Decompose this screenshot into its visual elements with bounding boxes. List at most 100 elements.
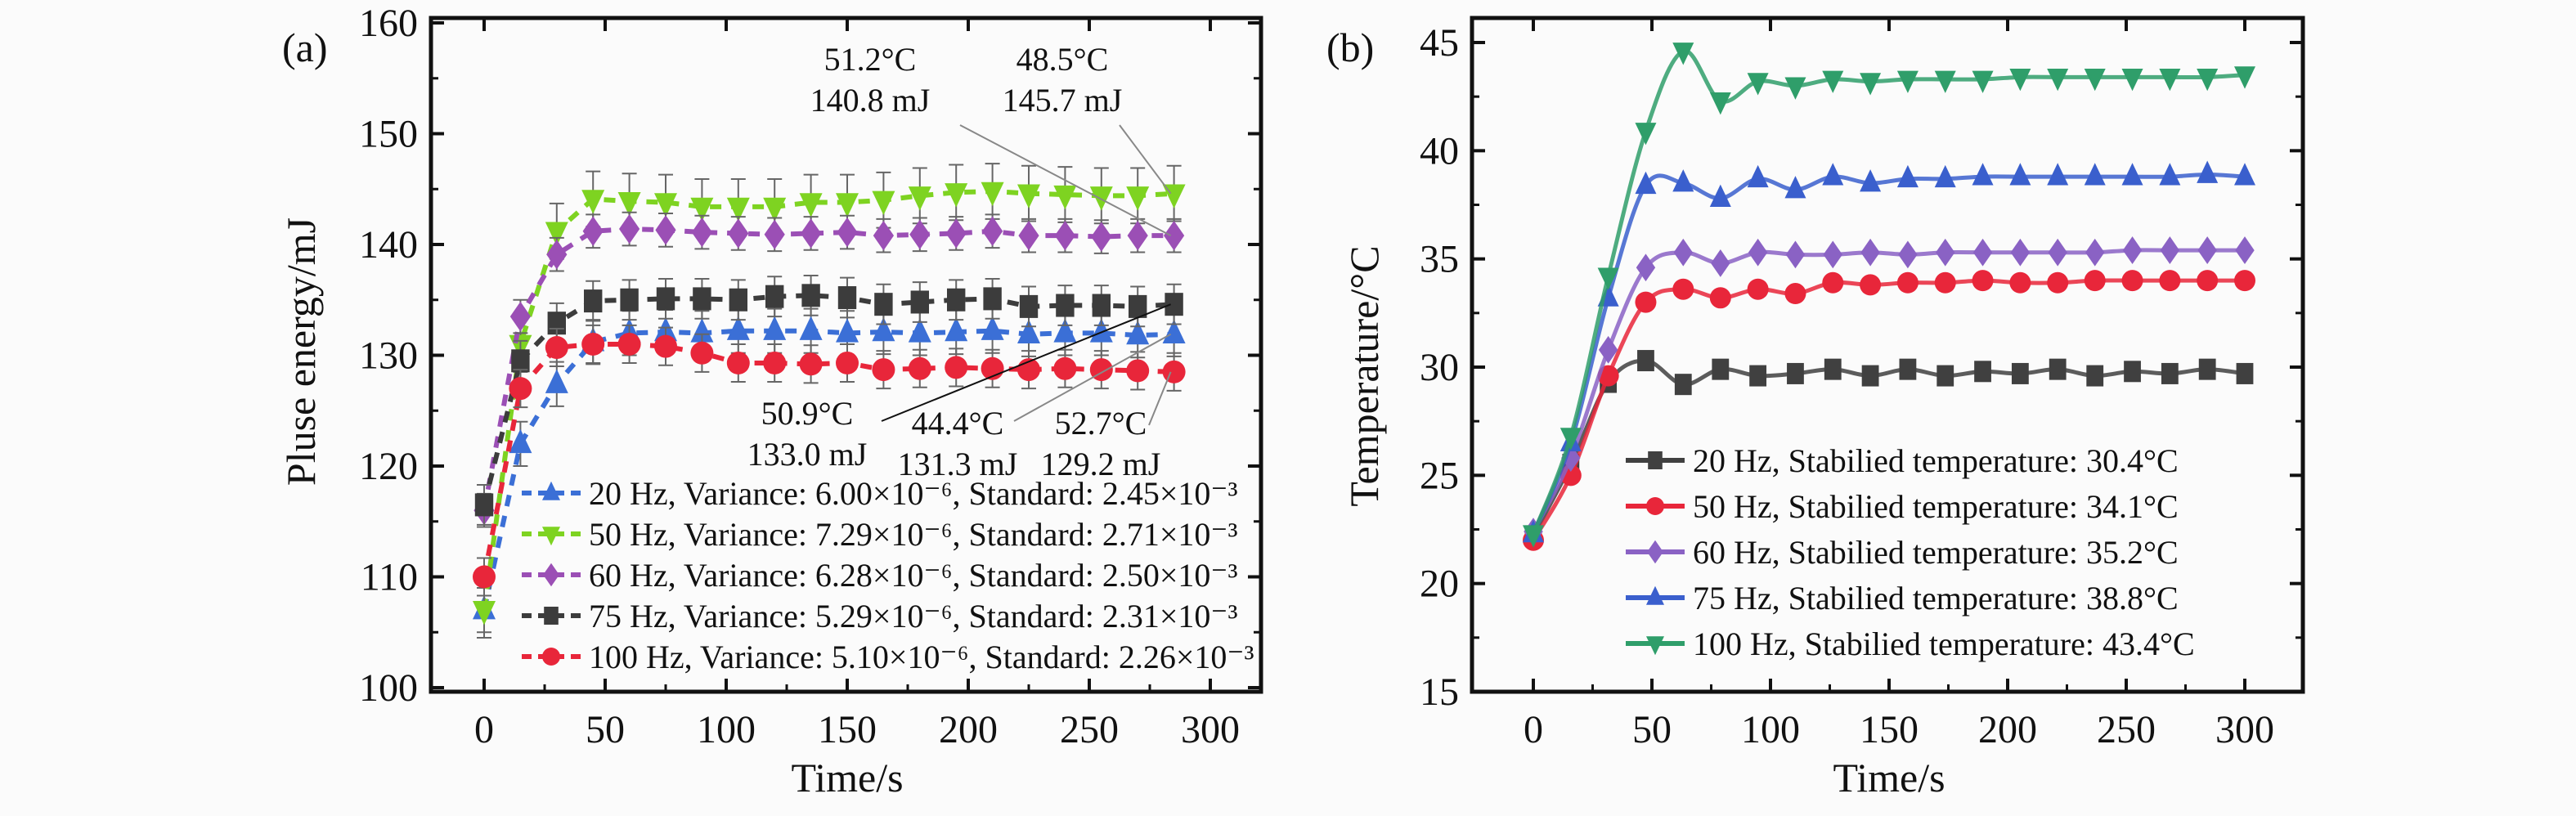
- annotation-energy: 133.0 mJ: [747, 436, 868, 473]
- data-point: [2197, 68, 2219, 92]
- y-tick-label: 35: [1420, 238, 1459, 281]
- y-tick-label: 130: [359, 334, 418, 378]
- data-point: [1711, 249, 1730, 277]
- data-point: [1787, 362, 1804, 384]
- data-point: [2159, 68, 2181, 92]
- data-point: [2009, 163, 2031, 186]
- annotation-temperature: 48.5°C: [1016, 41, 1109, 78]
- data-point: [726, 316, 750, 340]
- annotation: 51.2°C 140.8 mJ: [810, 41, 1172, 237]
- data-point: [1126, 320, 1150, 345]
- legend-item: 20 Hz, Variance: 6.00×10⁻⁶, Standard: 2.…: [522, 475, 1238, 512]
- data-point: [2161, 362, 2179, 384]
- data-point: [1747, 73, 1769, 96]
- annotation: 52.7°C 129.2 mJ: [1041, 371, 1172, 482]
- data-point: [1899, 358, 1917, 380]
- x-tick-label: 100: [1741, 708, 1800, 751]
- data-point: [1898, 240, 1918, 269]
- data-point: [801, 218, 822, 249]
- data-point: [690, 318, 714, 343]
- data-point: [872, 358, 895, 382]
- data-point: [1164, 220, 1185, 251]
- data-point: [729, 288, 747, 312]
- data-point: [1972, 270, 1994, 292]
- data-point: [1822, 271, 1844, 294]
- data-point: [619, 213, 640, 244]
- data-point: [1560, 428, 1582, 451]
- legend-item: 100 Hz, Variance: 5.10×10⁻⁶, Standard: 2…: [522, 639, 1254, 675]
- series-3: [1523, 160, 2255, 543]
- data-point: [2084, 270, 2106, 292]
- data-point: [2047, 271, 2069, 294]
- annotation-leader-line: [1013, 333, 1172, 422]
- data-point: [982, 216, 1003, 246]
- annotation-leader-line: [1148, 371, 1172, 426]
- data-point: [764, 219, 785, 250]
- data-point: [945, 356, 968, 379]
- legend-item: 60 Hz, Stabilied temperature: 35.2°C: [1626, 534, 2179, 571]
- data-point: [1749, 365, 1767, 387]
- data-point: [908, 186, 931, 211]
- data-point: [1126, 186, 1150, 211]
- legend-marker: [1646, 497, 1664, 515]
- legend-label: 75 Hz, Stabilied temperature: 38.8°C: [1693, 580, 2179, 616]
- legend-label: 60 Hz, Stabilied temperature: 35.2°C: [1693, 534, 2179, 571]
- data-point: [2124, 361, 2141, 383]
- data-point: [765, 285, 784, 308]
- x-tick-label: 200: [1978, 708, 2037, 751]
- data-point: [1672, 169, 1694, 192]
- annotation-temperature: 44.4°C: [912, 405, 1004, 442]
- data-point: [1972, 70, 1994, 93]
- data-point: [1126, 359, 1150, 383]
- data-point: [1822, 70, 1844, 93]
- legend-item: 75 Hz, Stabilied temperature: 38.8°C: [1626, 580, 2179, 616]
- data-point: [763, 197, 787, 222]
- y-tick-label: 140: [359, 223, 418, 267]
- data-point: [1089, 318, 1113, 343]
- data-point: [981, 182, 1004, 207]
- data-point: [1672, 43, 1694, 65]
- data-point: [1597, 365, 1619, 387]
- y-tick-label: 160: [359, 2, 418, 45]
- data-point: [2234, 66, 2255, 89]
- data-point: [2086, 365, 2104, 387]
- data-point: [1635, 123, 1657, 146]
- data-point: [1635, 291, 1657, 313]
- data-point: [655, 215, 676, 245]
- series-1: [1523, 270, 2255, 551]
- data-point: [2198, 358, 2216, 380]
- data-point: [1637, 350, 1654, 372]
- y-axis-label-b: Temperature/°C: [1341, 245, 1387, 506]
- series-3: [474, 274, 1183, 526]
- legend-label: 50 Hz, Stabilied temperature: 34.1°C: [1693, 488, 2179, 525]
- annotation-leader-line: [959, 124, 1172, 237]
- chart-panel-a: (a) Pluse energy/mJ Time/s 0 50 100 150 200 2…: [278, 2, 1263, 800]
- data-point: [2159, 163, 2181, 186]
- x-tick-label: 300: [1181, 708, 1240, 751]
- data-point: [474, 493, 494, 517]
- x-tick-label: 200: [939, 708, 998, 751]
- data-point: [1936, 238, 1955, 267]
- data-point: [654, 334, 677, 358]
- data-point: [2010, 238, 2031, 267]
- data-point: [2197, 160, 2219, 183]
- data-point: [1784, 77, 1806, 100]
- data-point: [509, 428, 532, 454]
- legend-label: 60 Hz, Variance: 6.28×10⁻⁶, Standard: 2.…: [589, 557, 1238, 594]
- data-point: [874, 293, 893, 316]
- legend-marker: [542, 648, 560, 666]
- data-point: [726, 197, 750, 222]
- series-4: [1523, 43, 2255, 548]
- y-tick-label: 45: [1420, 21, 1459, 65]
- x-axis-label-b: Time/s: [1833, 755, 1945, 800]
- data-point: [1056, 294, 1075, 317]
- series-line: [1531, 49, 2246, 535]
- data-point: [799, 193, 823, 217]
- data-point: [473, 565, 496, 589]
- legend-marker: [542, 481, 560, 500]
- series-2: [473, 211, 1185, 528]
- x-axis-label-a: Time/s: [791, 755, 903, 800]
- data-point: [1162, 360, 1186, 383]
- data-point: [2236, 362, 2254, 384]
- data-point: [584, 289, 603, 313]
